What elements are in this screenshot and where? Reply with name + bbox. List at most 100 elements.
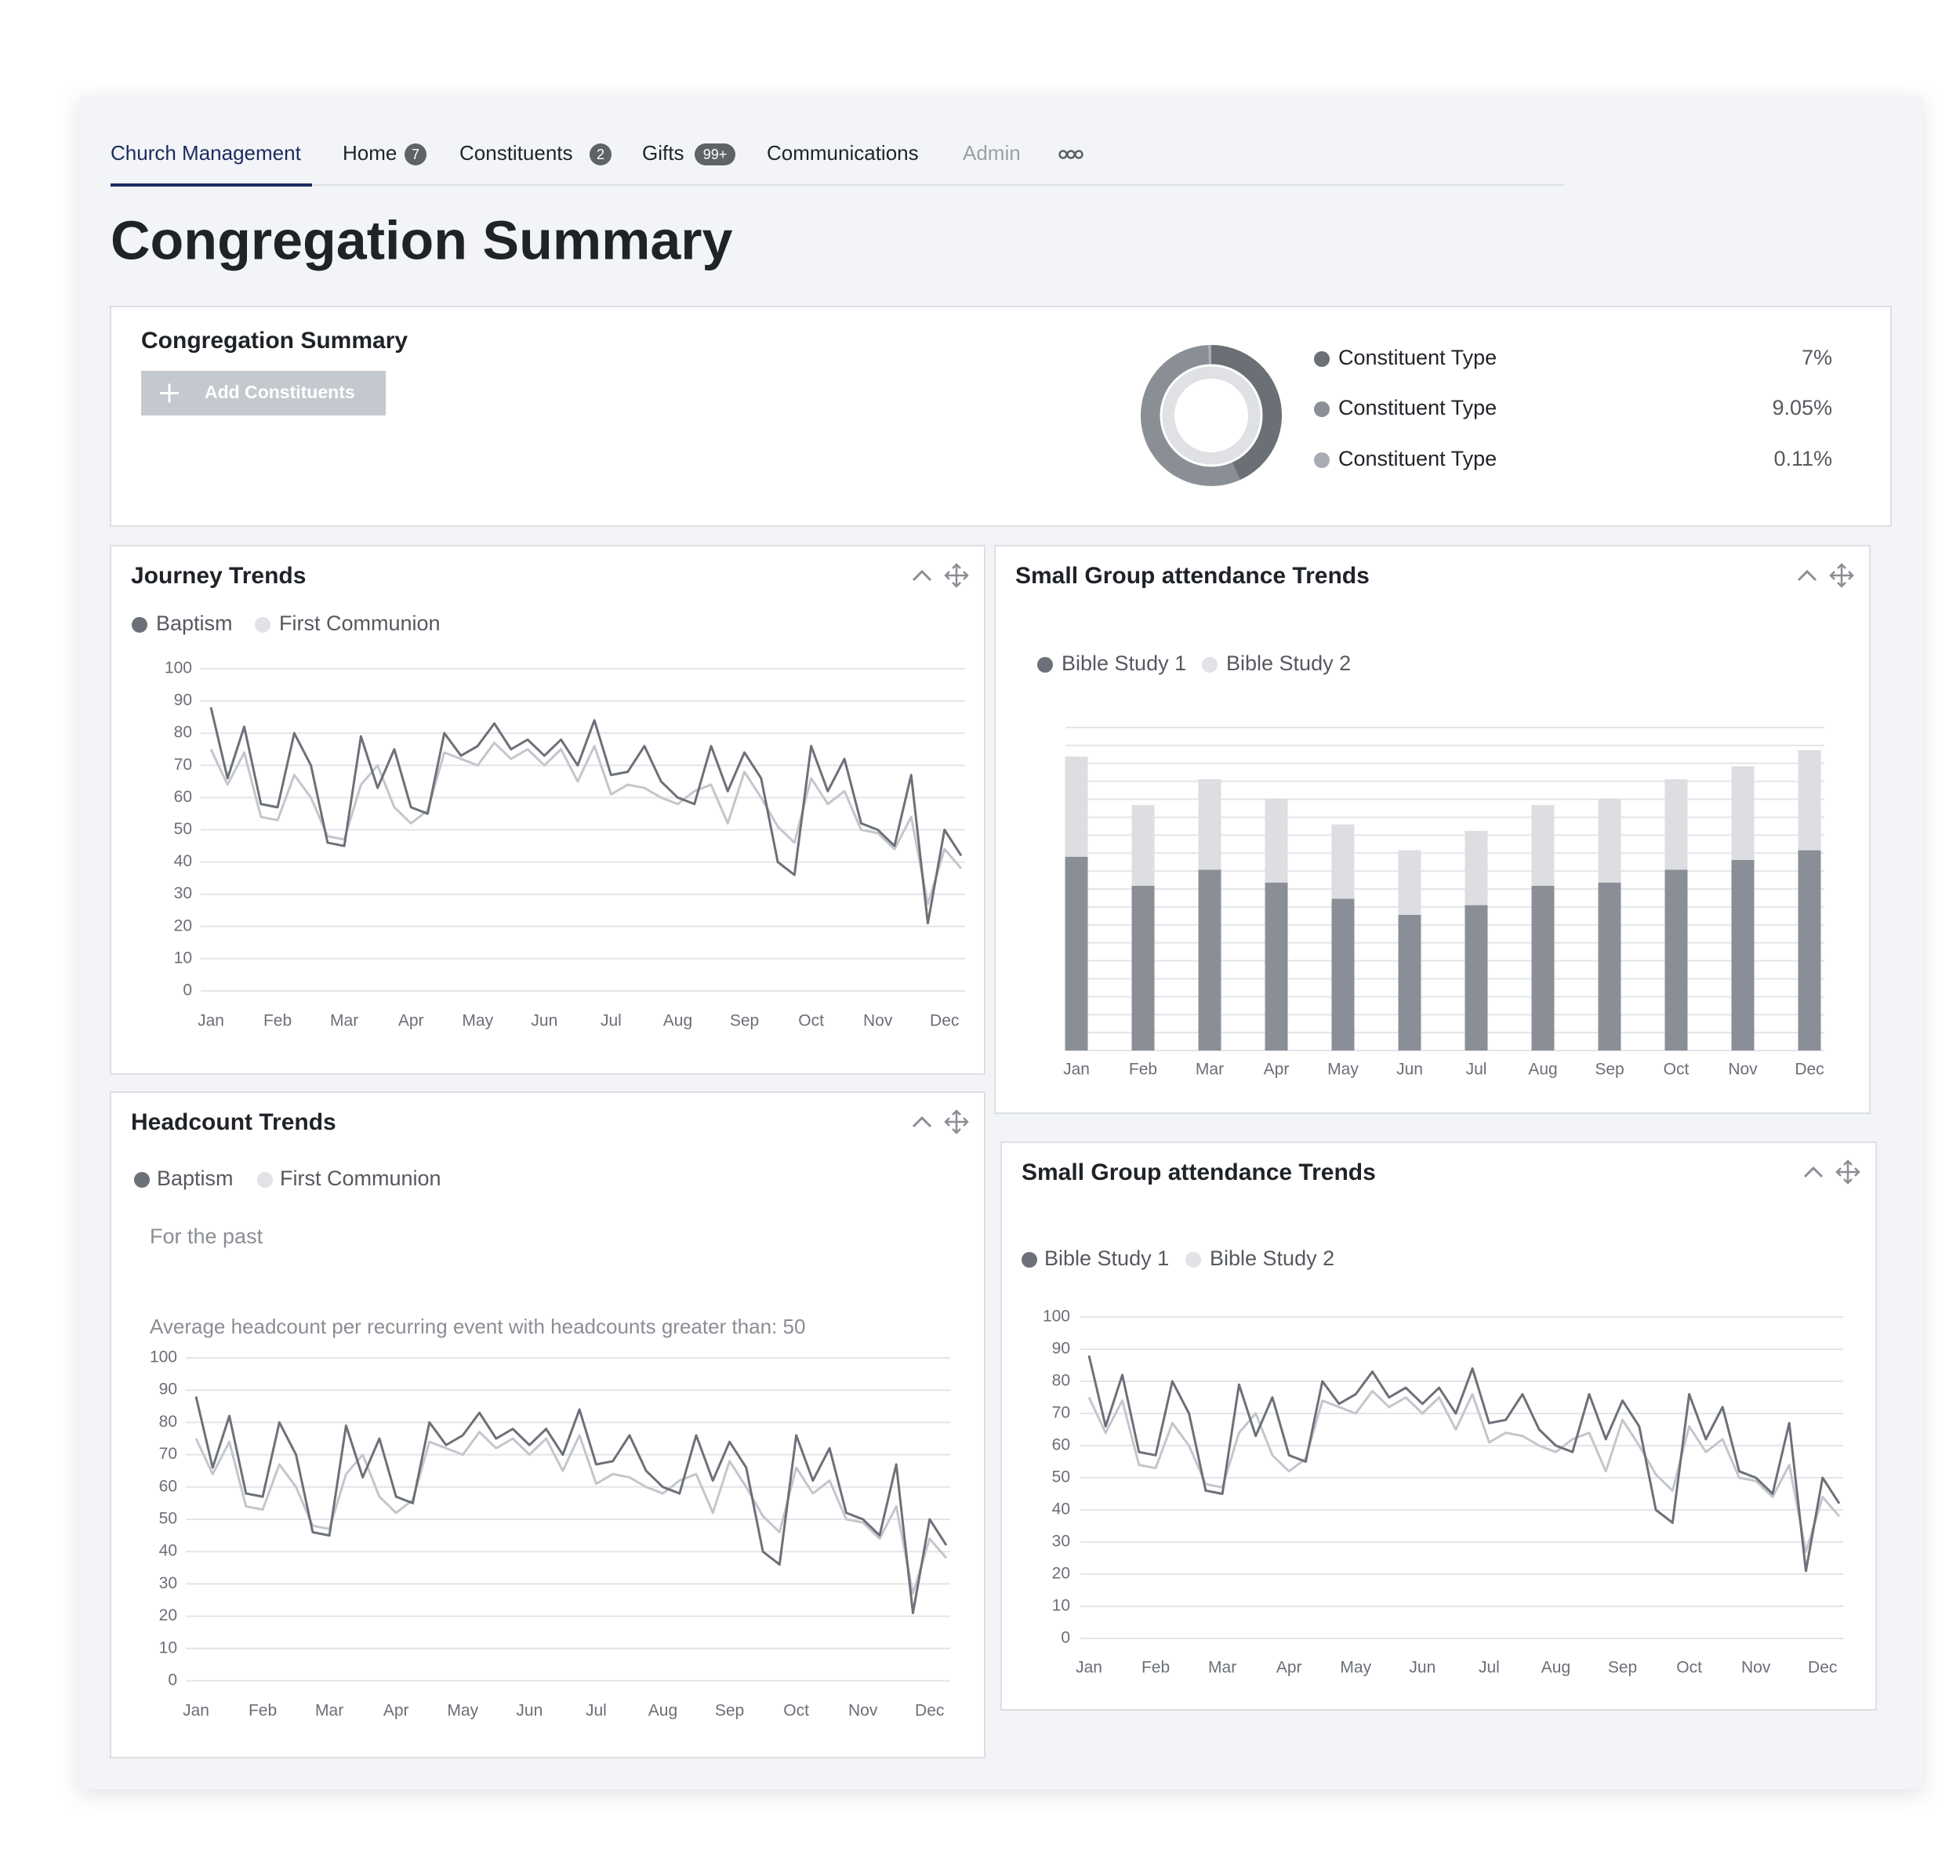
y-tick-label: 40 xyxy=(159,1542,177,1560)
y-tick-label: 100 xyxy=(1043,1308,1070,1326)
x-tick-label: Jun xyxy=(1409,1659,1436,1677)
bar-segment xyxy=(1531,804,1555,886)
legend-label: Bible Study 2 xyxy=(1226,651,1351,675)
series-line xyxy=(1087,1355,1841,1573)
bar-segment xyxy=(1331,898,1355,1050)
move-icon[interactable] xyxy=(1835,1159,1860,1185)
y-tick-label: 40 xyxy=(1052,1500,1070,1519)
collapse-icon[interactable] xyxy=(1797,569,1817,582)
chart-card xyxy=(110,1091,985,1758)
move-icon[interactable] xyxy=(944,563,969,588)
x-tick-label: Jan xyxy=(1063,1061,1090,1079)
plus-icon xyxy=(160,383,179,403)
nav-item[interactable]: Home xyxy=(343,141,397,165)
legend-value: 0.11% xyxy=(1773,447,1832,470)
x-tick-label: Dec xyxy=(1808,1659,1837,1677)
move-icon[interactable] xyxy=(1829,563,1854,588)
x-tick-label: Feb xyxy=(1129,1061,1157,1079)
bar-segment xyxy=(1664,869,1688,1050)
bar-segment xyxy=(1398,914,1421,1050)
y-tick-label: 0 xyxy=(183,982,192,1000)
chart-card xyxy=(1000,1141,1877,1711)
x-tick-label: Jul xyxy=(1466,1061,1487,1079)
legend-label: Bible Study 2 xyxy=(1210,1246,1334,1270)
y-tick-label: 70 xyxy=(174,756,192,774)
bar-segment xyxy=(1798,850,1821,1050)
bar-segment xyxy=(1065,856,1088,1050)
bar-segment xyxy=(1731,766,1755,860)
collapse-icon[interactable] xyxy=(912,1116,932,1128)
x-tick-label: Jan xyxy=(183,1702,209,1720)
x-tick-label: Sep xyxy=(1595,1061,1624,1079)
series-line xyxy=(1087,1389,1841,1553)
x-tick-label: Jan xyxy=(198,1012,224,1030)
legend-dot xyxy=(1037,657,1053,673)
x-tick-label: Feb xyxy=(1142,1659,1170,1677)
legend-dot xyxy=(134,1172,150,1188)
y-tick-label: 90 xyxy=(1052,1340,1070,1358)
legend-label: Constituent Type xyxy=(1338,447,1497,470)
x-tick-label: Aug xyxy=(1541,1659,1570,1677)
x-tick-label: Apr xyxy=(1264,1061,1290,1079)
x-tick-label: Oct xyxy=(1676,1659,1702,1677)
legend-dot xyxy=(1314,351,1330,367)
more-dot[interactable] xyxy=(1074,150,1083,159)
bar-segment xyxy=(1198,869,1221,1050)
y-tick-label: 90 xyxy=(159,1381,177,1399)
summary-title: Congregation Summary xyxy=(141,328,408,354)
series-line xyxy=(194,1396,948,1614)
y-tick-label: 80 xyxy=(1052,1372,1070,1390)
x-tick-label: Sep xyxy=(1608,1659,1637,1677)
legend-dot xyxy=(1022,1252,1037,1268)
chart-title: Headcount Trends xyxy=(131,1109,336,1135)
x-tick-label: Jul xyxy=(586,1702,607,1720)
y-tick-label: 20 xyxy=(159,1606,177,1624)
bar-segment xyxy=(1131,804,1155,886)
button-label[interactable]: Add Constituents xyxy=(205,382,355,402)
x-tick-label: Aug xyxy=(1528,1061,1557,1079)
collapse-icon[interactable] xyxy=(1803,1166,1824,1178)
x-tick-label: Mar xyxy=(1208,1659,1236,1677)
badge-count: 99+ xyxy=(703,147,728,162)
collapse-icon[interactable] xyxy=(912,569,932,582)
x-tick-label: Aug xyxy=(663,1012,692,1030)
badge-count: 2 xyxy=(597,147,604,162)
legend-dot xyxy=(1314,401,1330,417)
badge xyxy=(590,143,612,165)
nav-item[interactable]: Admin xyxy=(963,141,1021,165)
legend-dot xyxy=(255,617,270,633)
add-button[interactable] xyxy=(141,371,386,415)
bar-segment xyxy=(1465,830,1488,905)
nav-item[interactable]: Gifts xyxy=(642,141,684,165)
legend-dot xyxy=(1202,657,1218,673)
x-tick-label: Mar xyxy=(315,1702,343,1720)
legend-dot xyxy=(1185,1252,1201,1268)
bar-segment xyxy=(1265,882,1288,1050)
x-tick-label: May xyxy=(462,1012,493,1030)
legend-label: Baptism xyxy=(157,1167,234,1190)
summary-card xyxy=(110,306,1892,527)
x-tick-label: Jun xyxy=(531,1012,557,1030)
y-tick-label: 60 xyxy=(174,788,192,806)
legend-label: Baptism xyxy=(156,611,233,635)
x-tick-label: Jul xyxy=(601,1012,622,1030)
page-title: Congregation Summary xyxy=(111,209,733,270)
bar-segment xyxy=(1664,778,1688,870)
nav-item[interactable]: Constituents xyxy=(459,141,573,165)
y-tick-label: 20 xyxy=(1052,1565,1070,1583)
chart-title: Small Group attendance Trends xyxy=(1022,1159,1376,1185)
nav-item[interactable]: Church Management xyxy=(111,141,302,165)
legend-value: 9.05% xyxy=(1772,396,1832,419)
x-tick-label: Nov xyxy=(848,1702,878,1720)
series-line xyxy=(209,706,963,925)
y-tick-label: 70 xyxy=(159,1445,177,1463)
x-tick-label: Oct xyxy=(798,1012,824,1030)
nav-item[interactable]: Communications xyxy=(767,141,919,165)
y-tick-label: 10 xyxy=(174,949,192,967)
move-icon[interactable] xyxy=(944,1109,969,1134)
x-tick-label: Feb xyxy=(249,1702,277,1720)
x-tick-label: Nov xyxy=(1741,1659,1771,1677)
bar-segment xyxy=(1531,885,1555,1050)
y-tick-label: 100 xyxy=(150,1348,177,1366)
